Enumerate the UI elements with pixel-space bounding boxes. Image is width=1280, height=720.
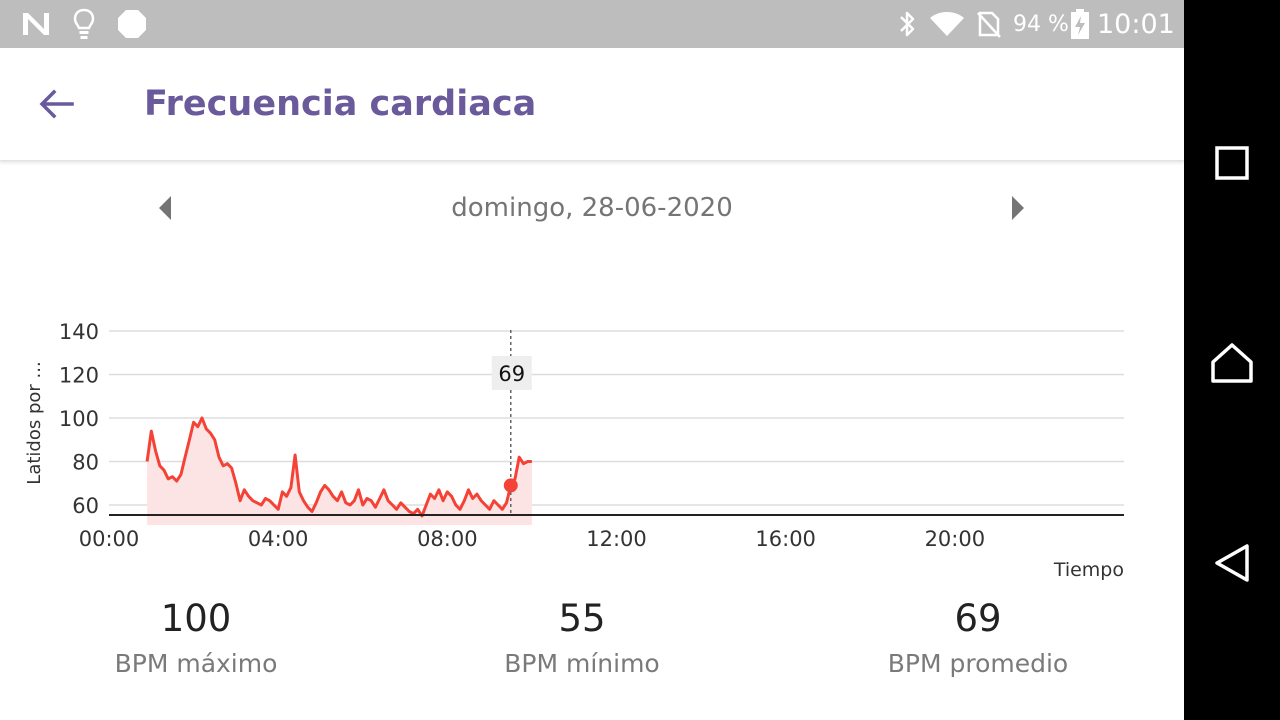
- back-button[interactable]: [26, 78, 86, 130]
- y-tick-label: 140: [59, 320, 99, 344]
- battery-percent: 94 %: [1013, 11, 1069, 37]
- tooltip-label: 69: [498, 362, 525, 386]
- y-tick-label: 100: [59, 407, 99, 431]
- triangle-back-icon: [1215, 544, 1249, 582]
- x-tick-label: 08:00: [417, 527, 478, 551]
- x-tick-label: 00:00: [79, 527, 140, 551]
- tooltip-point: [503, 478, 518, 493]
- stat-average-value: 69: [954, 597, 1002, 640]
- y-tick-label: 120: [59, 364, 99, 388]
- stat-max: 100 BPM máximo: [46, 596, 346, 684]
- navigation-bar: [1184, 0, 1280, 720]
- wifi-icon: [928, 0, 966, 48]
- app-screen: 94 % 10:01 Frecuencia cardiaca domingo, …: [0, 0, 1184, 684]
- app-bar: Frecuencia cardiaca: [0, 48, 1184, 161]
- home-button[interactable]: [1202, 333, 1262, 393]
- stat-min: 55 BPM mínimo: [432, 596, 732, 684]
- y-axis-title: Latidos por ...: [24, 361, 45, 484]
- stat-average-label: BPM promedio: [887, 649, 1069, 678]
- stat-max-label: BPM máximo: [114, 649, 278, 678]
- page-title: Frecuencia cardiaca: [144, 84, 537, 124]
- x-tick-label: 12:00: [586, 527, 647, 551]
- square-recents-icon: [1215, 146, 1249, 180]
- x-tick-label: 04:00: [248, 527, 309, 551]
- x-axis-title: Tiempo: [1053, 559, 1124, 581]
- stat-max-value: 100: [160, 597, 232, 640]
- stat-min-label: BPM mínimo: [504, 649, 660, 678]
- status-bar: 94 % 10:01: [0, 0, 1184, 48]
- stop-octagon-icon: [115, 0, 149, 48]
- back-nav-button[interactable]: [1202, 533, 1262, 593]
- n-icon: [20, 0, 52, 48]
- heart-rate-chart[interactable]: 60 80 100 120 140 00:00 04:00 08:00 12:00 16:00 20…: [0, 300, 1184, 590]
- stat-average: 69 BPM promedio: [828, 596, 1128, 684]
- series-area: [147, 418, 532, 525]
- battery-charging-icon: [1068, 0, 1092, 48]
- stat-min-value: 55: [558, 597, 606, 640]
- triangle-right-icon: [1012, 196, 1024, 220]
- next-day-button[interactable]: [1000, 190, 1036, 226]
- home-icon: [1211, 343, 1253, 383]
- recents-button[interactable]: [1202, 133, 1262, 193]
- previous-day-button[interactable]: [147, 190, 183, 226]
- arrow-back-icon: [39, 89, 74, 119]
- no-sim-icon: [974, 0, 1004, 48]
- triangle-left-icon: [159, 196, 171, 220]
- y-tick-label: 60: [72, 494, 99, 518]
- series-line: [145, 416, 532, 518]
- y-tick-label: 80: [72, 451, 99, 475]
- tooltip-box: [491, 356, 532, 390]
- x-tick-label: 20:00: [925, 527, 986, 551]
- lightbulb-icon: [70, 0, 98, 48]
- date-label: domingo, 28-06-2020: [451, 193, 733, 223]
- x-tick-label: 16:00: [755, 527, 816, 551]
- bluetooth-icon: [894, 0, 920, 48]
- clock-time: 10:01: [1097, 8, 1175, 40]
